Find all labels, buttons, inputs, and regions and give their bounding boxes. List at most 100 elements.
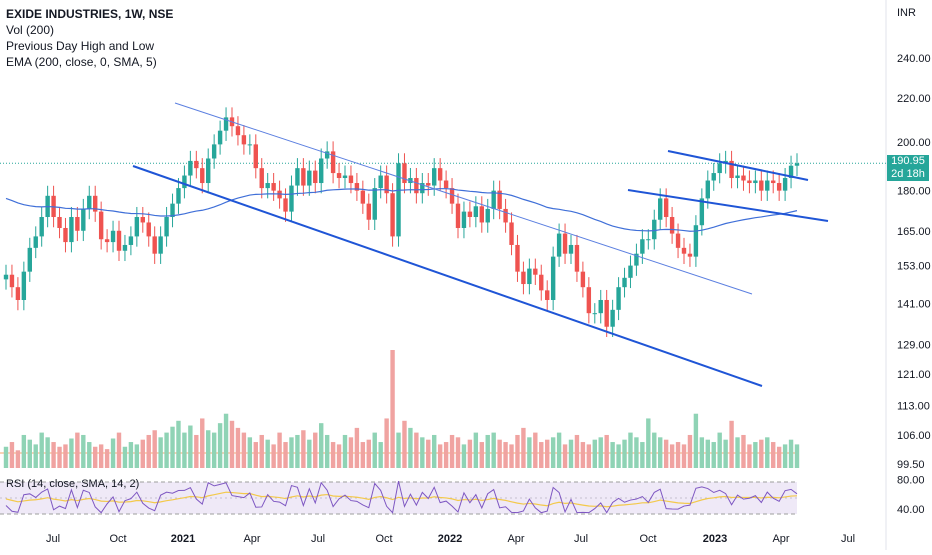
candle-body [449, 188, 455, 204]
candle-body [259, 168, 264, 189]
time-tick-label: 2022 [438, 533, 462, 545]
candle-body [628, 265, 633, 278]
candle-body [658, 198, 663, 220]
volume-bar [634, 437, 639, 468]
channel-upper [667, 150, 809, 181]
volume-bar [426, 439, 431, 468]
time-tick-label: Jul [841, 533, 855, 545]
volume-bar [259, 434, 264, 468]
candle-body [116, 230, 122, 251]
volume-bar [330, 442, 336, 468]
volume-bar [194, 434, 199, 468]
volume-bar [164, 432, 169, 468]
candle-body [426, 183, 431, 186]
candle-body [794, 163, 800, 166]
volume-bar [628, 432, 633, 468]
volume-bar [134, 444, 140, 468]
volume-bar [723, 439, 728, 468]
time-tick-label: Jul [311, 533, 325, 545]
candle-body [592, 313, 597, 315]
candle-body [545, 290, 550, 300]
time-tick-label: Apr [507, 533, 524, 545]
candle-body [556, 233, 562, 257]
time-tick-label: Jul [46, 533, 60, 545]
candle-body [432, 168, 437, 186]
rsi-legend[interactable]: RSI (14, close, SMA, 14, 2) [6, 478, 140, 490]
candle-body [509, 222, 514, 245]
volume-bar [146, 434, 151, 468]
volume-bar [717, 432, 722, 468]
volume-bar [98, 444, 104, 468]
volume-bar [324, 434, 330, 468]
candle-body [550, 256, 556, 300]
legend-volume[interactable]: Vol (200) [6, 23, 55, 37]
volume-bar [87, 442, 92, 468]
candle-body [194, 160, 199, 169]
volume-bar [15, 450, 21, 468]
candle-body [87, 195, 92, 209]
volume-bar [9, 442, 15, 468]
volume-bar [223, 413, 229, 468]
volume-bar [229, 420, 235, 468]
channel-lower [627, 189, 829, 222]
volume-bar [562, 444, 568, 468]
volume-bar [158, 437, 163, 468]
volume-bar [116, 432, 122, 468]
price-tick-label: 106.00 [897, 430, 931, 442]
candle-body [747, 180, 752, 184]
volume-bar [467, 439, 473, 468]
volume-bar [616, 444, 621, 468]
candle-body [485, 208, 490, 223]
volume-bar [81, 434, 86, 468]
candle-body [699, 198, 705, 226]
volume-bar [307, 439, 312, 468]
volume-bar [574, 434, 580, 468]
price-tick-label: 220.00 [897, 93, 931, 105]
volume-bar [437, 444, 443, 468]
volume-bar [521, 427, 526, 468]
volume-bar [420, 437, 425, 468]
volume-bar [104, 449, 110, 468]
time-tick-label: Jul [574, 533, 588, 545]
candle-body [735, 175, 740, 179]
candle-body [669, 217, 675, 234]
rsi-tick-label: 40.00 [897, 504, 925, 516]
candle-body [378, 175, 383, 189]
legend-ema[interactable]: EMA (200, close, 0, SMA, 5) [6, 55, 157, 69]
currency-label[interactable]: INR [897, 7, 916, 19]
volume-bar [610, 442, 615, 468]
candle-body [307, 170, 312, 186]
candle-body [366, 203, 371, 220]
candle-body [693, 225, 699, 257]
volume-bar [200, 418, 205, 468]
volume-bar [360, 442, 366, 468]
candle-body [622, 277, 627, 288]
candle-body [420, 183, 425, 194]
candle-body [360, 190, 366, 204]
candle-body [640, 239, 645, 254]
legend-prev-day[interactable]: Previous Day High and Low [6, 39, 155, 53]
volume-bar [491, 432, 496, 468]
volume-bar [580, 442, 586, 468]
volume-bar [33, 444, 38, 468]
volume-bar [443, 442, 449, 468]
candle-body [503, 208, 508, 223]
volume-bar [63, 444, 68, 468]
candle-body [152, 236, 157, 254]
candle-body [27, 247, 32, 272]
rsi-ma-line [5, 491, 798, 508]
volume-bar [449, 434, 455, 468]
candle-body [223, 117, 229, 131]
price-tick-label: 165.00 [897, 226, 931, 238]
candle-body [443, 180, 449, 189]
volume-bar [21, 434, 27, 468]
volume-bar [354, 427, 360, 468]
volume-bar [3, 446, 9, 468]
legend-title[interactable]: EXIDE INDUSTRIES, 1W, NSE [6, 7, 174, 21]
price-tick-label: 180.00 [897, 186, 931, 198]
candle-body [122, 244, 128, 251]
candle-body [200, 168, 205, 184]
volume-bar [402, 420, 407, 468]
